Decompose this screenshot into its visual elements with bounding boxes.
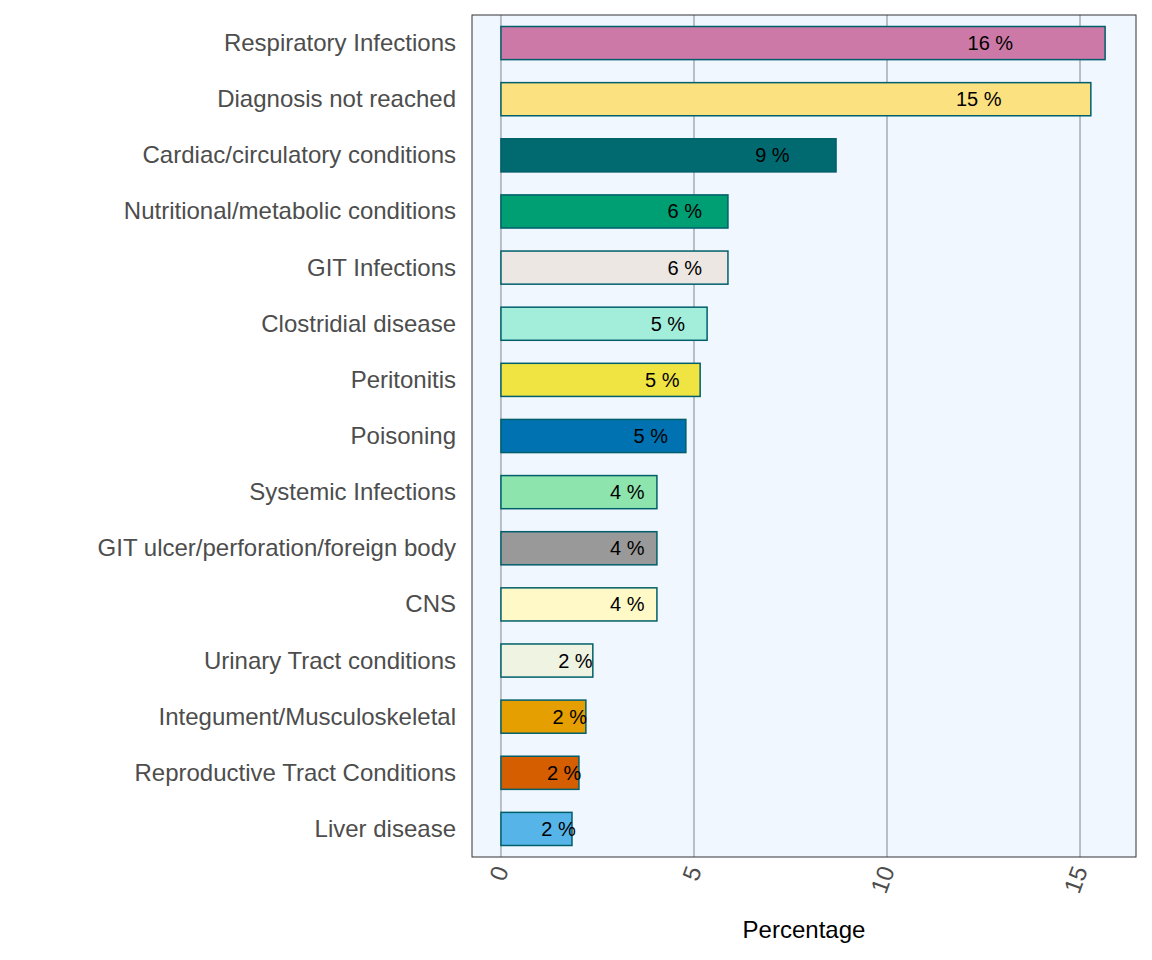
bar — [501, 644, 593, 677]
data-label: 2 % — [547, 762, 582, 784]
data-label: 5 % — [645, 369, 680, 391]
bar — [501, 27, 1105, 60]
category-label: Poisoning — [351, 422, 456, 449]
category-label: Nutritional/metabolic conditions — [124, 197, 456, 224]
bar — [501, 83, 1091, 116]
tick-label: 5 — [677, 862, 707, 884]
category-label: Integument/Musculoskeletal — [159, 703, 457, 730]
category-label: Urinary Tract conditions — [204, 647, 456, 674]
tick-label: 10 — [865, 862, 900, 896]
data-label: 4 % — [610, 481, 645, 503]
bar — [501, 307, 707, 340]
grid-line — [886, 15, 888, 857]
data-label: 5 % — [634, 425, 669, 447]
category-label: Diagnosis not reached — [217, 85, 456, 112]
bar — [501, 363, 700, 396]
bar — [501, 139, 836, 172]
category-label: Clostridial disease — [261, 310, 456, 337]
bar — [501, 195, 728, 228]
category-label: Liver disease — [315, 815, 456, 842]
data-label: 6 % — [668, 200, 703, 222]
data-label: 2 % — [558, 650, 593, 672]
grid-line — [1079, 15, 1081, 857]
plot-background — [472, 15, 1136, 857]
bars — [501, 27, 1105, 846]
data-label: 4 % — [610, 537, 645, 559]
category-label: Reproductive Tract Conditions — [135, 759, 457, 786]
category-label: CNS — [405, 590, 456, 617]
chart: 16 % 15 % 9 % 6 % 6 % 5 % 5 % 5 % 4 % 4 % 4 % 2 % 2 … — [0, 0, 1152, 960]
data-label: 15 % — [956, 88, 1002, 110]
data-label: 5 % — [651, 313, 686, 335]
category-label: Cardiac/circulatory conditions — [143, 141, 456, 168]
bar — [501, 251, 728, 284]
bar — [501, 419, 686, 452]
data-label: 2 % — [541, 818, 576, 840]
plot-frame — [472, 15, 1136, 857]
data-label: 9 % — [755, 144, 790, 166]
bar — [501, 588, 657, 621]
category-label: Peritonitis — [351, 366, 456, 393]
data-label: 4 % — [610, 593, 645, 615]
tick-label: 15 — [1058, 862, 1093, 896]
bar — [501, 476, 657, 509]
data-label: 6 % — [668, 257, 703, 279]
category-label: GIT ulcer/perforation/foreign body — [98, 534, 456, 561]
category-label: Systemic Infections — [249, 478, 456, 505]
category-label: GIT Infections — [307, 254, 456, 281]
axis-title: Percentage — [743, 916, 866, 943]
tick-label: 0 — [484, 862, 514, 884]
bar — [501, 532, 657, 565]
category-label: Respiratory Infections — [224, 29, 456, 56]
data-label: 2 % — [553, 706, 588, 728]
data-label: 16 % — [968, 32, 1014, 54]
